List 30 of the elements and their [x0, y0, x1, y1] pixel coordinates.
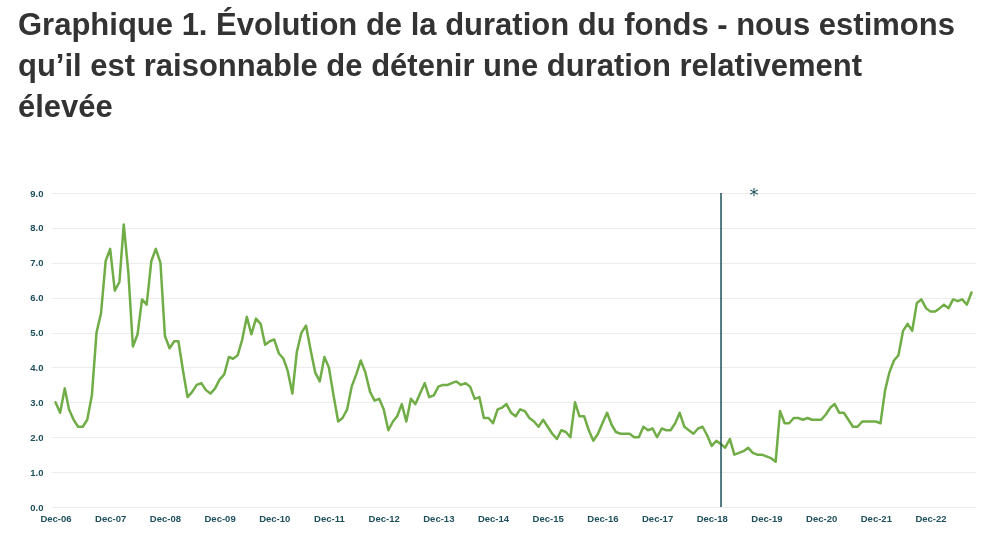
x-tick-label: Dec-06: [40, 512, 72, 524]
x-tick-label: Dec-14: [477, 512, 510, 524]
x-tick-label: Dec-16: [587, 512, 619, 524]
x-tick-label: Dec-22: [915, 512, 947, 524]
y-tick-label: 9.0: [30, 187, 44, 199]
x-tick-label: Dec-20: [806, 512, 838, 524]
x-tick-label: Dec-17: [642, 512, 674, 524]
y-tick-label: 5.0: [30, 327, 44, 339]
x-tick-label: Dec-11: [314, 512, 346, 524]
y-tick-label: 1.0: [30, 466, 44, 478]
chart-title: Graphique 1. Évolution de la duration du fonds - nous estimons qu’il est raisonnable de détenir une duration relativement élevée: [18, 6, 956, 126]
x-tick-label: Dec-10: [259, 512, 291, 524]
y-tick-label: 6.0: [30, 292, 44, 304]
y-tick-label: 4.0: [30, 361, 44, 373]
line-series: [54, 223, 973, 463]
y-tick-label: 8.0: [30, 222, 44, 234]
x-tick-label: Dec-21: [860, 512, 893, 524]
x-tick-label: Dec-07: [95, 512, 127, 524]
y-tick-label: 0.0: [30, 501, 44, 513]
ref-line-label: *: [749, 184, 759, 205]
y-tick-label: 3.0: [30, 396, 44, 408]
x-tick-label: Dec-15: [532, 512, 565, 524]
x-tick-label: Dec-09: [204, 512, 236, 524]
y-tick-label: 2.0: [30, 431, 44, 443]
x-tick-label: Dec-19: [751, 512, 783, 524]
x-tick-label: Dec-08: [149, 512, 182, 524]
x-tick-label: Dec-13: [423, 512, 455, 524]
x-tick-label: Dec-12: [368, 512, 400, 524]
y-tick-label: 7.0: [30, 257, 44, 269]
x-tick-label: Dec-18: [696, 512, 728, 524]
